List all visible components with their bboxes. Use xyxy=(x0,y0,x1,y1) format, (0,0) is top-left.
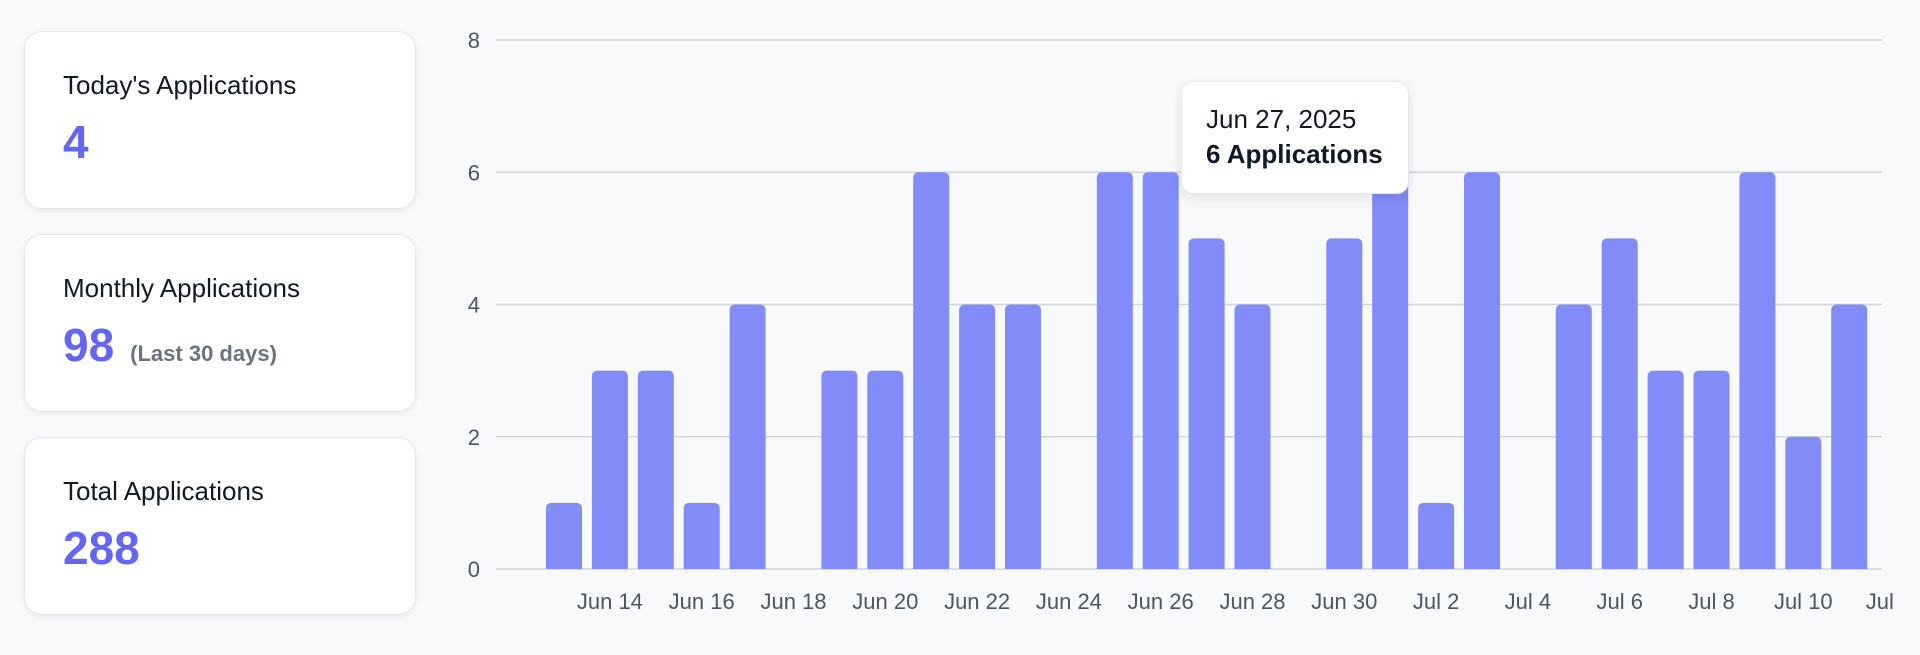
card-value-row: 98 (Last 30 days) xyxy=(63,317,377,373)
card-value: 4 xyxy=(63,116,89,168)
total-applications-card: Total Applications 288 xyxy=(24,437,416,615)
x-tick-label: Jun 18 xyxy=(760,589,826,614)
bar[interactable] xyxy=(913,172,950,569)
bar[interactable] xyxy=(1142,172,1179,569)
todays-applications-card: Today's Applications 4 xyxy=(24,31,416,209)
bar[interactable] xyxy=(1647,370,1684,569)
card-note: (Last 30 days) xyxy=(130,341,277,366)
bar[interactable] xyxy=(959,304,996,570)
monthly-applications-card: Monthly Applications 98 (Last 30 days) xyxy=(24,234,416,412)
x-tick-label: Jun 24 xyxy=(1036,589,1102,614)
card-value: 288 xyxy=(63,522,140,574)
card-title: Today's Applications xyxy=(63,70,297,100)
bar[interactable] xyxy=(1785,436,1822,569)
tooltip-value: 6 Applications xyxy=(1206,139,1383,169)
bar[interactable] xyxy=(637,370,674,569)
bar[interactable] xyxy=(1739,172,1776,569)
tooltip-date: Jun 27, 2025 xyxy=(1206,104,1357,134)
bar[interactable] xyxy=(1188,238,1225,569)
y-axis-labels: 0 2 4 6 8 xyxy=(468,28,480,582)
bar[interactable] xyxy=(729,304,766,570)
bar[interactable] xyxy=(591,370,628,569)
x-tick-label: Jun 22 xyxy=(944,589,1010,614)
x-tick-label: Jul 12 xyxy=(1866,589,1900,614)
bar[interactable] xyxy=(1418,502,1455,569)
bar[interactable] xyxy=(1096,172,1133,569)
y-tick-label: 0 xyxy=(468,557,480,582)
bar[interactable] xyxy=(546,502,582,569)
bar[interactable] xyxy=(1234,304,1271,570)
y-tick-label: 8 xyxy=(468,28,480,53)
x-axis-labels: Jun 14 Jun 16 Jun 18 Jun 20 Jun 22 Jun 24 Jun … xyxy=(577,589,1900,614)
x-tick-label: Jul 4 xyxy=(1505,589,1551,614)
bar-layer xyxy=(546,172,1868,570)
bar[interactable] xyxy=(1831,304,1868,570)
chart-tooltip: Jun 27, 2025 6 Applications xyxy=(1181,81,1409,194)
bar[interactable] xyxy=(1464,172,1500,569)
bar[interactable] xyxy=(821,370,858,569)
y-tick-label: 4 xyxy=(468,293,480,318)
x-tick-label: Jun 28 xyxy=(1219,589,1285,614)
y-tick-label: 6 xyxy=(468,160,480,185)
x-tick-label: Jun 20 xyxy=(852,589,918,614)
card-title: Monthly Applications xyxy=(63,273,301,303)
x-tick-label: Jun 16 xyxy=(669,589,735,614)
x-tick-label: Jul 6 xyxy=(1596,589,1642,614)
x-tick-label: Jun 30 xyxy=(1311,589,1377,614)
bar[interactable] xyxy=(1601,238,1638,569)
bar[interactable] xyxy=(683,502,720,569)
x-tick-label: Jul 8 xyxy=(1688,589,1734,614)
bar[interactable] xyxy=(1693,370,1730,569)
x-tick-label: Jul 10 xyxy=(1774,589,1833,614)
y-tick-label: 2 xyxy=(468,425,480,450)
x-tick-label: Jul 2 xyxy=(1413,589,1459,614)
x-tick-label: Jun 14 xyxy=(577,589,643,614)
x-tick-label: Jun 26 xyxy=(1128,589,1194,614)
card-value-row: 4 xyxy=(63,114,377,170)
bar[interactable] xyxy=(1372,172,1409,569)
stat-cards: Today's Applications 4 Monthly Applicati… xyxy=(24,31,416,640)
card-value: 98 xyxy=(63,319,115,371)
bar[interactable] xyxy=(1555,304,1592,570)
card-title: Total Applications xyxy=(63,476,264,506)
bar[interactable] xyxy=(1326,238,1363,569)
card-value-row: 288 xyxy=(63,520,377,576)
bar[interactable] xyxy=(867,370,904,569)
bar[interactable] xyxy=(1005,304,1041,570)
